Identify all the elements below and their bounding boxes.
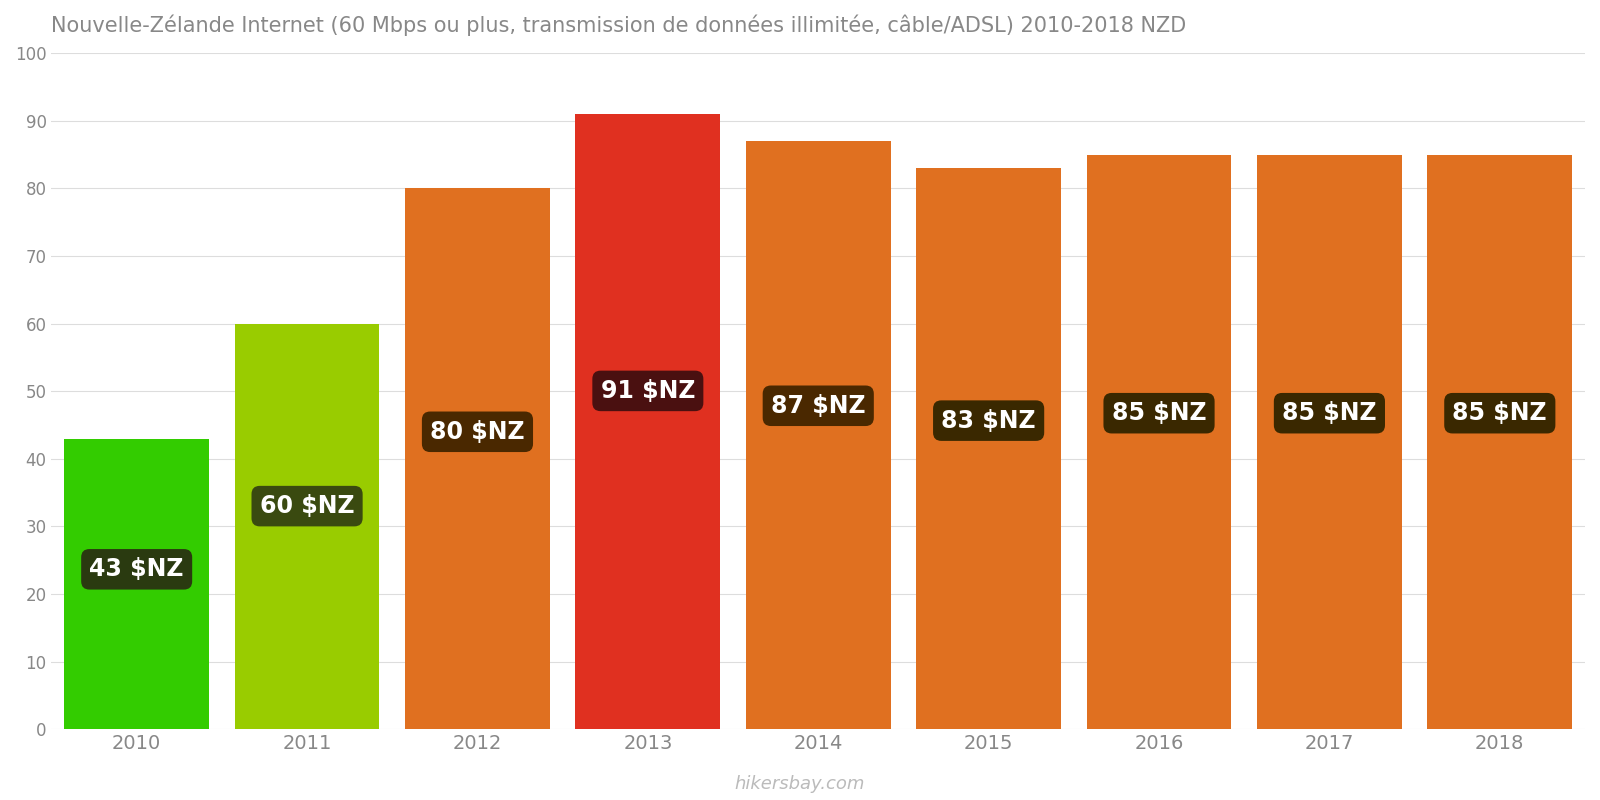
- Text: 60 $NZ: 60 $NZ: [259, 494, 354, 518]
- Bar: [746, 141, 891, 729]
- Text: 85 $NZ: 85 $NZ: [1112, 401, 1206, 425]
- Bar: [576, 114, 720, 729]
- Text: 43 $NZ: 43 $NZ: [90, 558, 184, 582]
- Bar: [917, 168, 1061, 729]
- Text: Nouvelle-Zélande Internet (60 Mbps ou plus, transmission de données illimitée, c: Nouvelle-Zélande Internet (60 Mbps ou pl…: [51, 15, 1187, 37]
- Text: hikersbay.com: hikersbay.com: [734, 775, 866, 793]
- Bar: [235, 324, 379, 729]
- Text: 80 $NZ: 80 $NZ: [430, 420, 525, 444]
- Bar: [405, 189, 550, 729]
- Bar: [64, 438, 210, 729]
- Text: 85 $NZ: 85 $NZ: [1453, 401, 1547, 425]
- Text: 83 $NZ: 83 $NZ: [941, 409, 1035, 433]
- Text: 85 $NZ: 85 $NZ: [1282, 401, 1376, 425]
- Bar: [1258, 154, 1402, 729]
- Bar: [1427, 154, 1573, 729]
- Bar: [1086, 154, 1232, 729]
- Text: 87 $NZ: 87 $NZ: [771, 394, 866, 418]
- Text: 91 $NZ: 91 $NZ: [600, 379, 694, 403]
